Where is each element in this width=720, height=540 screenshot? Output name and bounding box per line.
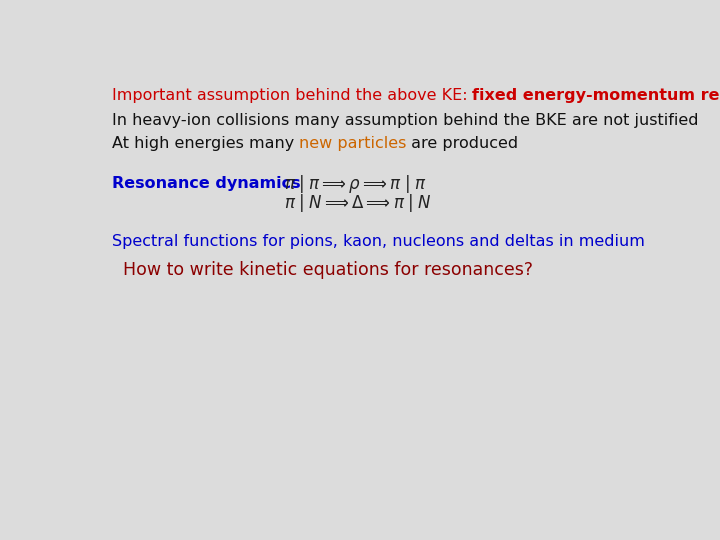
Text: At high energies many: At high energies many [112,136,299,151]
Text: How to write kinetic equations for resonances?: How to write kinetic equations for reson… [123,261,534,279]
Text: fixed energy-momentum relation: fixed energy-momentum relation [472,88,720,103]
Text: $\pi \;|\; \pi \Longrightarrow \rho \Longrightarrow \pi \;|\; \pi$: $\pi \;|\; \pi \Longrightarrow \rho \Lon… [284,173,426,194]
Text: In heavy-ion collisions many assumption behind the BKE are not justified: In heavy-ion collisions many assumption … [112,112,698,127]
Text: Spectral functions for pions, kaon, nucleons and deltas in medium: Spectral functions for pions, kaon, nucl… [112,234,644,249]
Text: $\pi \;|\; N \Longrightarrow \Delta \Longrightarrow \pi \;|\; N$: $\pi \;|\; N \Longrightarrow \Delta \Lon… [284,192,431,214]
Text: Resonance dynamics: Resonance dynamics [112,177,300,192]
Text: are produced: are produced [407,136,518,151]
Text: Important assumption behind the above KE:: Important assumption behind the above KE… [112,88,472,103]
Text: new particles: new particles [299,136,407,151]
